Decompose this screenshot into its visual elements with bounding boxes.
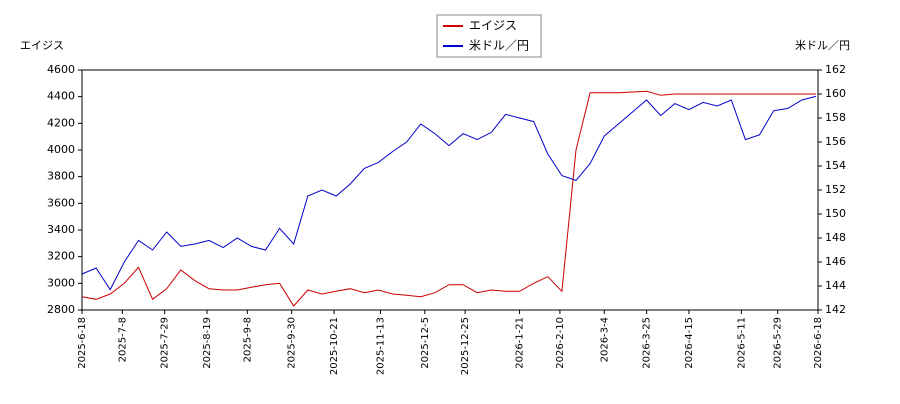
y2-tick-label: 148	[825, 231, 846, 244]
x-tick-label: 2025-12-5	[420, 317, 431, 369]
x-tick-label: 2025-9-8	[242, 317, 253, 362]
y2-tick-label: 142	[825, 303, 846, 316]
y2-tick-label: 150	[825, 207, 846, 220]
y-tick-label: 2800	[47, 303, 75, 316]
x-tick-label: 2026-5-29	[773, 317, 784, 369]
x-tick-label: 2025-7-29	[160, 317, 171, 369]
x-tick-label: 2025-11-13	[375, 317, 386, 375]
x-tick-label: 2026-2-10	[555, 317, 566, 369]
legend-label: エイジス	[469, 19, 517, 33]
plot-frame	[81, 69, 819, 311]
y2-tick-label: 144	[825, 279, 846, 292]
x-tick-label: 2025-6-18	[77, 317, 88, 369]
y-tick-label: 3400	[47, 223, 75, 236]
x-tick-label: 2026-1-21	[515, 317, 526, 369]
x-tick-label: 2025-12-25	[460, 317, 471, 375]
x-tick-label: 2025-10-21	[329, 317, 340, 375]
y-tick-label: 4000	[47, 143, 75, 156]
x-tick-label: 2026-5-11	[736, 317, 747, 369]
x-tick-label: 2025-7-8	[117, 317, 128, 362]
x-tick-label: 2025-8-19	[202, 317, 213, 369]
y2-axis-title: 米ドル／円	[795, 39, 850, 52]
y-tick-label: 3600	[47, 196, 75, 209]
legend-box	[436, 14, 542, 58]
series-line	[81, 90, 816, 307]
y2-tick-label: 158	[825, 111, 846, 124]
y-tick-label: 3800	[47, 170, 75, 183]
y2-tick-label: 152	[825, 183, 846, 196]
x-tick-label: 2026-4-15	[684, 317, 695, 369]
y2-tick-label: 162	[825, 63, 846, 76]
y2-tick-label: 160	[825, 87, 846, 100]
y2-tick-label: 146	[825, 255, 846, 268]
y-tick-label: 4400	[47, 90, 75, 103]
series-line	[81, 95, 817, 291]
x-tick-label: 2026-6-18	[813, 317, 824, 369]
x-tick-label: 2026-3-25	[642, 317, 653, 369]
x-tick-label: 2026-3-4	[599, 317, 610, 362]
y2-tick-label: 156	[825, 135, 846, 148]
y2-tick-label: 154	[825, 159, 846, 172]
y-tick-label: 4600	[47, 63, 75, 76]
y-tick-label: 4200	[47, 116, 75, 129]
y-tick-label: 3200	[47, 250, 75, 263]
legend-label: 米ドル／円	[469, 39, 529, 53]
x-tick-label: 2025-9-30	[287, 317, 298, 369]
y-tick-label: 3000	[47, 276, 75, 289]
y-axis-title: エイジス	[20, 39, 64, 52]
